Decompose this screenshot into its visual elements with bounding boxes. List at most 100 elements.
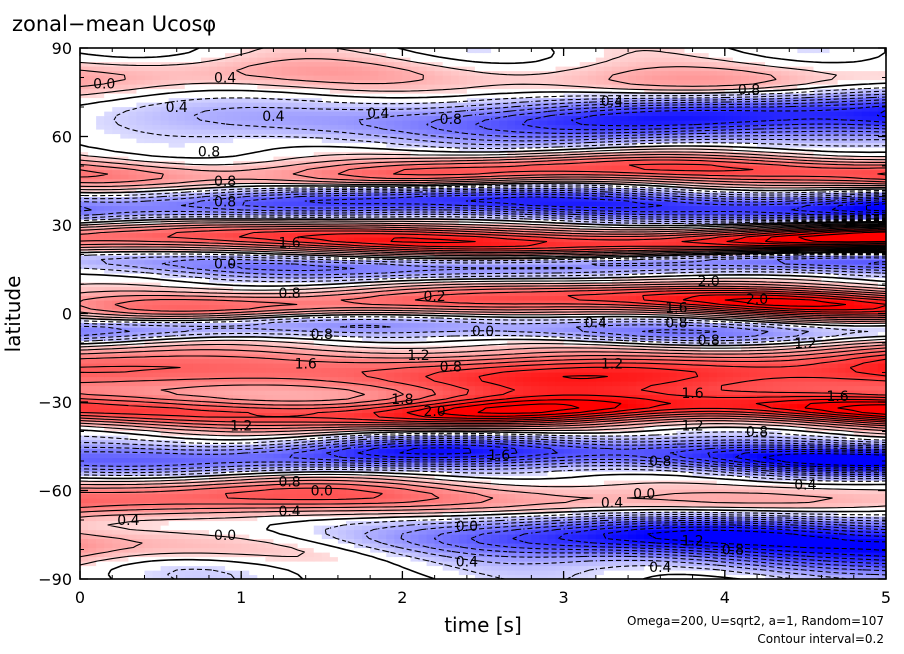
field-cell [628,462,637,468]
field-cell [620,516,629,522]
field-cell [313,552,323,558]
field-cell [563,552,573,558]
field-cell [217,430,226,436]
field-cell [877,444,886,450]
field-cell [668,462,678,468]
field-cell [877,457,886,463]
field-cell [491,502,500,508]
field-cell [297,435,307,441]
field-cell [813,367,823,373]
field-cell [700,453,710,459]
field-cell [104,529,113,535]
field-cell [410,439,420,445]
field-cell [595,502,605,508]
field-cell [660,561,669,567]
field-cell [539,466,549,472]
field-cell [160,552,170,558]
field-cell [732,430,742,436]
field-cell [233,520,242,526]
field-cell [547,538,557,544]
field-cell [611,489,621,495]
field-cell [354,561,363,567]
field-cell [603,381,613,387]
field-cell [781,475,790,481]
field-cell [571,520,581,526]
field-cell [660,439,669,445]
field-cell [200,390,210,396]
field-cell [378,565,387,571]
field-cell [192,430,202,436]
field-cell [869,565,879,571]
field-cell [273,520,283,526]
field-cell [789,471,798,477]
field-cell [813,466,823,472]
field-cell [805,480,815,486]
field-cell [700,556,710,562]
field-cell [378,498,387,504]
field-cell [241,372,250,378]
field-cell [257,516,266,522]
field-cell [152,358,162,364]
field-cell [644,466,653,472]
field-cell [708,457,718,463]
field-cell [611,435,621,441]
field-cell [483,561,492,567]
field-cell [329,565,339,571]
field-cell [829,538,839,544]
field-cell [442,552,452,558]
field-cell [789,493,798,499]
field-cell [434,534,444,540]
field-cell [354,376,363,382]
field-cell [853,502,863,508]
field-cell [450,498,460,504]
field-cell [200,507,210,513]
field-cell [877,448,886,454]
field-cell [233,408,242,414]
field-cell [112,390,121,396]
field-cell [660,489,669,495]
field-cell [676,493,686,499]
field-cell [176,381,186,387]
field-cell [716,417,726,423]
field-cell [523,399,532,405]
field-cell [628,408,637,414]
field-cell [217,435,226,441]
field-cell [458,448,468,454]
field-cell [88,444,97,450]
field-cell [345,552,355,558]
field-cell [144,525,154,531]
field-cell [732,556,742,562]
field-cell [595,475,605,481]
field-cell [80,547,89,553]
field-cell [426,547,436,553]
field-cell [418,565,428,571]
field-cell [128,543,138,549]
field-cell [313,457,323,463]
field-cell [547,507,557,513]
field-cell [313,489,323,495]
field-cell [748,502,758,508]
field-cell [821,570,831,576]
field-cell [563,565,573,571]
field-cell [563,538,573,544]
field-cell [603,471,613,477]
field-cell [732,457,742,463]
field-cell [797,430,806,436]
field-cell [442,543,452,549]
field-cell [869,444,879,450]
field-cell [700,466,710,472]
field-cell [442,511,452,517]
field-cell [829,498,839,504]
field-cell [644,444,653,450]
field-cell [402,552,412,558]
field-cell [152,421,162,427]
field-cell [136,417,146,423]
field-cell [265,574,275,579]
field-cell [821,507,831,513]
field-cell [362,453,371,459]
field-cell [104,493,113,499]
field-cell [184,493,194,499]
field-cell [708,453,718,459]
field-cell [587,435,597,441]
field-cell [88,574,97,579]
